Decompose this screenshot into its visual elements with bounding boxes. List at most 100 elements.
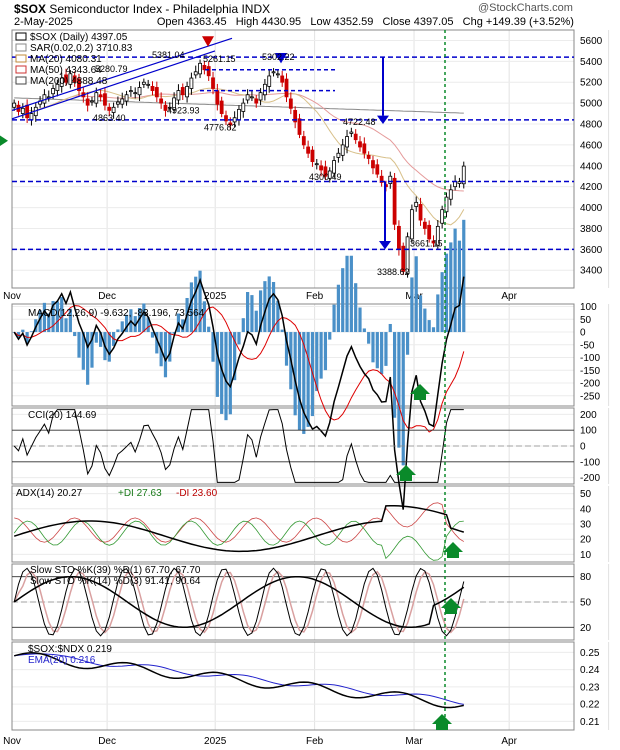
candle-body	[371, 160, 375, 169]
macd-histogram-bar	[38, 310, 42, 333]
macd-histogram-bar	[332, 304, 336, 333]
macd-histogram-bar	[293, 332, 297, 416]
macd-histogram-bar	[410, 277, 414, 333]
quote-change: Chg +149.39 (+3.52%)	[462, 16, 574, 28]
macd-histogram-bar	[319, 332, 323, 379]
macd-histogram-bar	[405, 332, 410, 355]
green-up-arrow	[396, 465, 416, 481]
candle-body	[392, 177, 397, 225]
candle-body	[427, 224, 432, 240]
macd-legend: MACD(12,26,9) -9.632, -83.196, 73.564	[28, 308, 205, 319]
candle-body	[29, 113, 34, 121]
y-tick-label: 3800	[580, 224, 603, 235]
y-tick-label: -200	[580, 473, 600, 484]
candle-body	[111, 106, 116, 113]
candle-body	[275, 73, 280, 76]
macd-histogram-bar	[431, 327, 436, 333]
chart-title: $SOX Semiconductor Index - Philadelphia …	[14, 2, 270, 16]
y-tick-label: 20	[580, 623, 592, 634]
y-tick-label: 50	[580, 315, 592, 326]
macd-histogram-bar	[224, 332, 228, 421]
candle-body	[107, 106, 112, 111]
macd-histogram-bar	[181, 319, 185, 333]
macd-histogram-bar	[155, 332, 159, 354]
macd-histogram-bar	[427, 320, 431, 333]
y-tick-label: 0.25	[580, 648, 600, 659]
macd-histogram-bar	[51, 301, 55, 333]
candle-body	[185, 86, 189, 98]
candle-body	[94, 92, 99, 104]
candle-body	[219, 100, 224, 114]
macd-histogram-bar	[237, 332, 241, 345]
y-tick-label: 40	[580, 504, 592, 515]
price-annotation: 5381.04	[152, 50, 185, 60]
cci-legend: CCI(20) 144.69	[28, 410, 97, 421]
candle-body	[120, 98, 125, 105]
price-legend-2: MA(20) 4080.31	[30, 54, 102, 65]
macd-histogram-bar	[189, 282, 194, 333]
macd-histogram-bar	[150, 332, 155, 338]
price-annotation: 4776.82	[204, 122, 237, 132]
macd-histogram-bar	[29, 331, 34, 333]
macd-histogram-bar	[258, 290, 263, 333]
macd-histogram-bar	[276, 300, 280, 333]
macd-histogram-bar	[354, 283, 358, 333]
y-tick-label: 0.23	[580, 682, 600, 693]
price-annotation: 4863.40	[93, 113, 126, 123]
candle-body	[55, 83, 60, 91]
candle-body	[448, 189, 453, 200]
panel-frame	[11, 303, 575, 407]
macd-histogram-bar	[362, 328, 366, 333]
macd-histogram-bar	[453, 228, 457, 333]
macd-histogram-bar	[418, 295, 423, 333]
candle-body	[20, 107, 25, 114]
candle-body	[327, 170, 332, 179]
candle-body	[414, 201, 419, 207]
y-tick-label: 100	[580, 302, 597, 313]
candle-body	[128, 90, 133, 93]
candle-body	[349, 131, 354, 134]
x-tick-label-top: Nov	[3, 291, 21, 302]
y-tick-label: -250	[580, 391, 600, 402]
macd-histogram-bar	[47, 313, 51, 333]
candle-body	[25, 104, 30, 119]
legend-swatch	[15, 32, 27, 41]
candle-body	[422, 221, 427, 229]
macd-histogram-bar	[116, 329, 120, 333]
candle-body	[228, 122, 233, 126]
x-tick-label-bottom: 2025	[204, 736, 227, 747]
macd-histogram-bar	[220, 332, 224, 414]
rs-line	[14, 652, 464, 709]
sto-39-legend: Slow STO %K(39) %D(1) 67.70, 67.70	[30, 565, 201, 576]
macd-histogram-bar	[367, 332, 371, 344]
candle-body	[297, 118, 302, 135]
macd-histogram-bar	[388, 323, 392, 333]
price-annotation: 4722.48	[343, 117, 376, 127]
macd-histogram-bar	[250, 295, 254, 333]
price-annotation: 3661.15	[410, 239, 443, 249]
candle-body	[388, 175, 393, 184]
plus-di-legend: +DI 27.63	[118, 488, 162, 499]
quote-open: Open 4363.45	[156, 16, 227, 28]
candle-body	[435, 225, 440, 246]
y-tick-label: -50	[580, 340, 595, 351]
candle-body	[133, 92, 138, 95]
y-tick-label: 20	[580, 535, 592, 546]
price-annotation: 3388.62	[377, 267, 410, 277]
y-tick-label: 10	[580, 550, 592, 561]
candle-body	[150, 86, 155, 91]
macd-histogram-bar	[297, 332, 302, 431]
price-legend-4: MA(200) 4888.48	[30, 76, 108, 87]
candle-body	[301, 136, 306, 146]
panel-frame	[11, 29, 575, 289]
candle-body	[284, 78, 289, 98]
legend-swatch	[15, 76, 27, 85]
y-tick-label: 0.24	[580, 665, 600, 676]
candle-body	[206, 66, 211, 77]
candle-body	[12, 102, 17, 108]
candle-body	[59, 77, 64, 87]
macd-histogram-bar	[133, 316, 137, 333]
down-arrow-head	[377, 115, 389, 125]
candle-body	[163, 104, 168, 111]
price-annotation: 4923.93	[167, 106, 200, 116]
